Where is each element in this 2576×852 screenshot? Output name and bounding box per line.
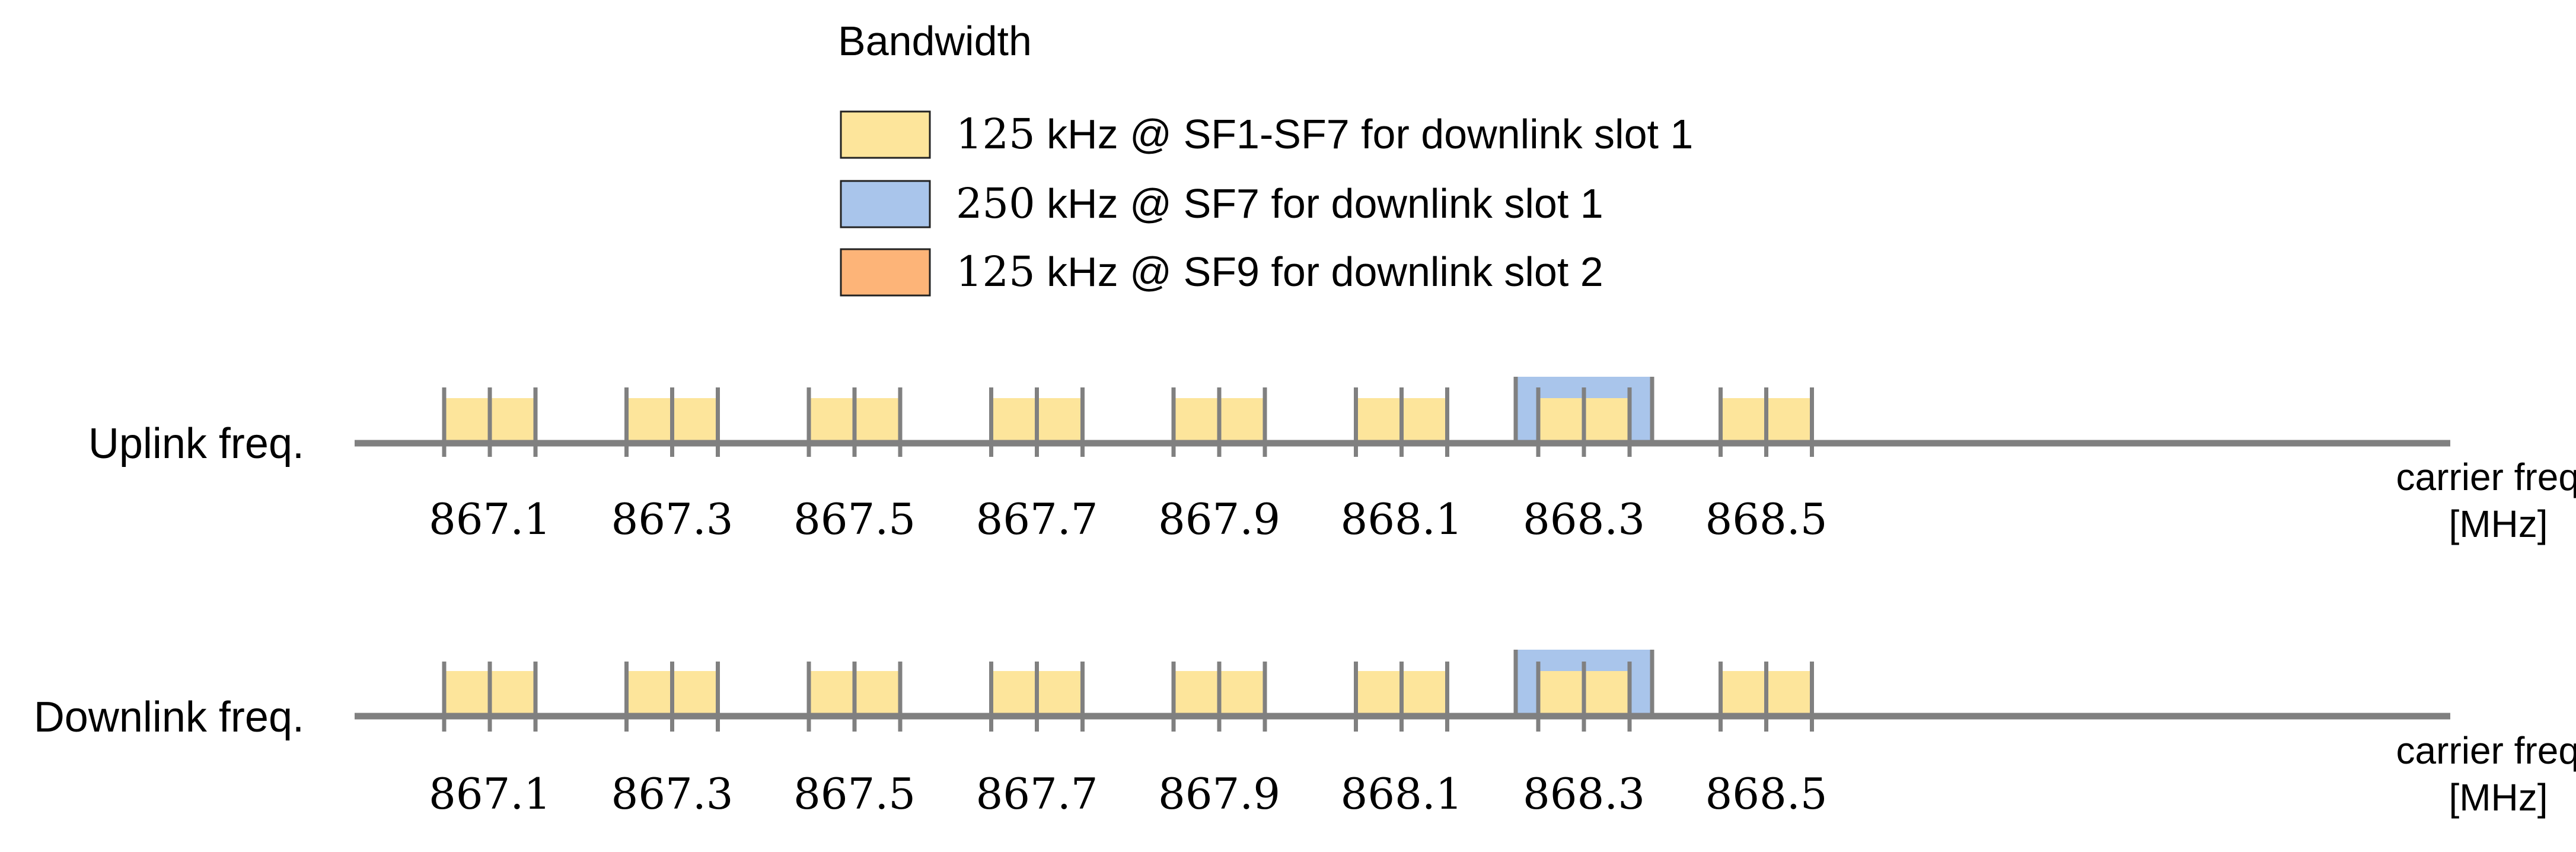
uplink-frequency-labels: 867.1 867.3 867.5 867.7 867.9 868.1 868.3 868.5 <box>429 494 1828 544</box>
frequency-label: 867.1 <box>429 494 551 544</box>
uplink-ticks <box>442 377 1814 457</box>
legend-swatch-wide-slot1 <box>840 180 931 228</box>
frequency-label: 867.7 <box>975 494 1098 544</box>
frequency-label: 867.9 <box>1158 494 1280 544</box>
uplink-channels <box>444 377 1812 443</box>
legend-value: 125 <box>956 247 1035 296</box>
legend-label-wide-slot1: 250 kHz @ SF7 for downlink slot 1 <box>956 179 1603 228</box>
axis-label-unit: [MHz] <box>2449 776 2548 819</box>
legend-text: kHz @ SF9 for downlink slot 2 <box>1035 249 1603 295</box>
legend-value: 125 <box>956 110 1035 158</box>
axis-label-unit: [MHz] <box>2449 503 2548 545</box>
legend-text: kHz @ SF7 for downlink slot 1 <box>1035 180 1603 227</box>
axis-label-line: carrier freq. <box>2396 456 2576 498</box>
frequency-label: 867.5 <box>793 494 916 544</box>
legend-swatch-narrow-slot2 <box>840 248 931 297</box>
frequency-label: 868.5 <box>1705 494 1827 544</box>
frequency-label: 867.9 <box>1158 769 1280 819</box>
legend-swatch-narrow-slot1 <box>840 110 931 159</box>
frequency-label: 867.3 <box>611 494 733 544</box>
row-label-downlink: Downlink freq. <box>34 694 304 741</box>
legend-label-narrow-slot2: 125 kHz @ SF9 for downlink slot 2 <box>956 247 1603 296</box>
frequency-label: 868.3 <box>1523 769 1645 819</box>
axis-label-line: carrier freq. <box>2396 729 2576 772</box>
frequency-label: 868.5 <box>1705 769 1827 819</box>
axis-label-uplink: carrier freq. [MHz] <box>2396 456 2576 545</box>
frequency-label: 867.5 <box>793 769 916 819</box>
legend-value: 250 <box>956 179 1035 228</box>
axis-label-downlink: carrier freq. [MHz] <box>2396 729 2576 819</box>
frequency-label: 868.1 <box>1340 494 1462 544</box>
frequency-label: 868.3 <box>1523 494 1645 544</box>
frequency-label: 867.3 <box>611 769 733 819</box>
frequency-label: 868.1 <box>1340 769 1462 819</box>
uplink-row: Uplink freq. 867.1 867.3 867.5 867.7 867.9 86… <box>88 377 2576 545</box>
legend-title: Bandwidth <box>838 18 1032 64</box>
downlink-channels <box>444 650 1812 716</box>
downlink-frequency-labels: 867.1 867.3 867.5 867.7 867.9 868.1 868.3 868.5… <box>429 769 1828 819</box>
legend: Bandwidth 125 kHz @ SF1-SF7 for downlink… <box>838 18 1693 297</box>
row-label-uplink: Uplink freq. <box>88 420 304 468</box>
downlink-row: Downlink freq. 867.1 867.3 867.5 867.7 867.9… <box>34 650 2576 819</box>
legend-label-narrow-slot1: 125 kHz @ SF1-SF7 for downlink slot 1 <box>956 110 1693 158</box>
legend-text: kHz @ SF1-SF7 for downlink slot 1 <box>1035 111 1694 157</box>
downlink-ticks <box>442 650 1814 732</box>
legend-item-narrow-slot2: 125 kHz @ SF9 for downlink slot 2 <box>840 247 1603 297</box>
legend-item-wide-slot1: 250 kHz @ SF7 for downlink slot 1 <box>840 179 1603 228</box>
legend-item-narrow-slot1: 125 kHz @ SF1-SF7 for downlink slot 1 <box>840 110 1693 159</box>
frequency-label: 867.1 <box>429 769 551 819</box>
frequency-label: 867.7 <box>975 769 1098 819</box>
